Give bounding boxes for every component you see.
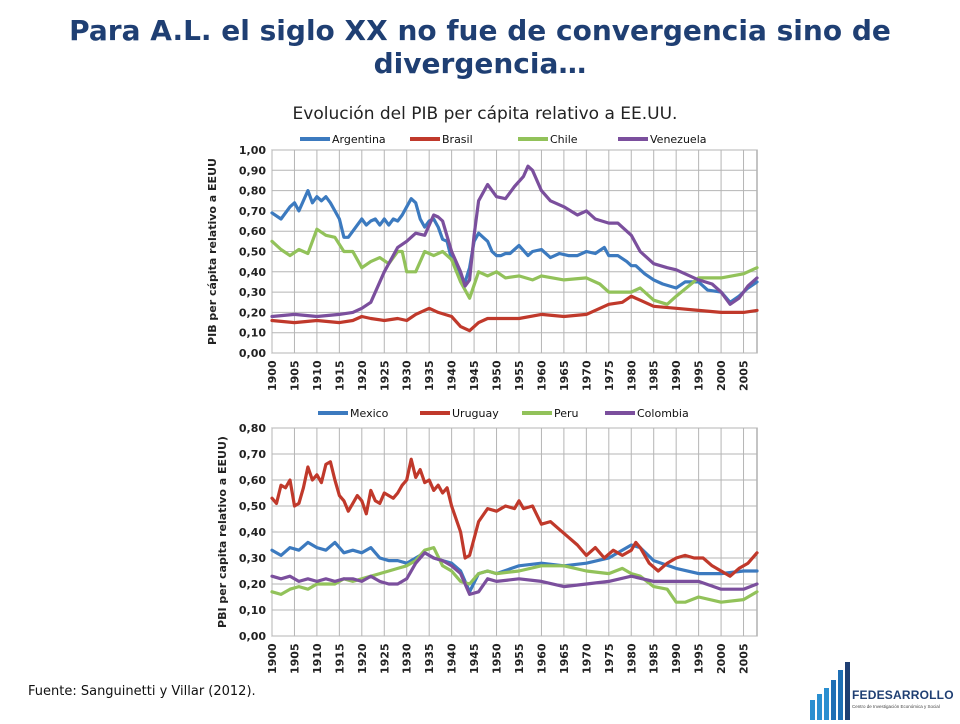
fedesarrollo-logo: FEDESARROLLO Centro de Investigación Eco… [808,660,960,720]
y-tick-label: 0,20 [239,306,266,319]
y-tick-label: 0,00 [239,630,266,643]
x-tick-label: 1910 [311,360,324,391]
x-tick-label: 1970 [580,360,593,391]
x-tick-label: 1955 [513,643,526,674]
y-tick-label: 0,20 [239,578,266,591]
x-tick-label: 1935 [423,643,436,674]
x-tick-label: 1920 [356,643,369,674]
legend-item-uruguay: Uruguay [420,407,499,420]
x-tick-label: 1940 [446,643,459,674]
legend-item-argentina: Argentina [300,133,386,146]
x-tick-label: 1935 [423,360,436,391]
x-tick-label: 1980 [625,643,638,674]
legend-item-chile: Chile [518,133,578,146]
series-line-peru [270,545,759,604]
series-line-venezuela [270,164,759,319]
x-tick-label: 2000 [715,360,728,391]
y-tick-label: 0,10 [239,327,266,340]
y-tick-label: 0,70 [239,448,266,461]
legend-label: Brasil [442,133,473,146]
x-tick-label: 1955 [513,360,526,391]
legend-item-venezuela: Venezuela [618,133,707,146]
x-tick-label: 1930 [401,360,414,391]
series-line-uruguay [270,457,759,578]
x-tick-label: 1990 [670,643,683,674]
logo-subtitle: Centro de Investigación Económica y Soci… [852,704,940,709]
x-tick-label: 1900 [266,643,279,674]
series-line-chile [270,227,759,306]
y-tick-label: 0,80 [239,422,266,435]
x-tick-label: 1965 [558,643,571,674]
legend-label: Venezuela [650,133,707,146]
y-tick-label: 0,60 [239,474,266,487]
logo-name: FEDESARROLLO [852,688,954,702]
x-tick-label: 2005 [738,360,751,391]
x-tick-label: 1905 [288,643,301,674]
slide-title: Para A.L. el siglo XX no fue de converge… [69,14,891,80]
legend-label: Chile [550,133,578,146]
x-tick-label: 1980 [625,360,638,391]
y-tick-label: 0,10 [239,604,266,617]
x-tick-label: 2000 [715,643,728,674]
x-tick-label: 1950 [491,360,504,391]
x-tick-label: 1945 [468,643,481,674]
y-tick-label: 0,40 [239,526,266,539]
y-tick-label: 0,30 [239,552,266,565]
x-tick-label: 1985 [648,643,661,674]
y-tick-label: 0,50 [239,500,266,513]
logo-bars-icon [810,662,850,720]
legend-item-mexico: Mexico [318,407,389,420]
x-tick-label: 1905 [288,360,301,391]
legend-item-peru: Peru [522,407,579,420]
series-line-brasil [270,294,759,333]
chart-title: Evolución del PIB per cápita relativo a … [292,104,678,124]
y-tick-label: 0,00 [239,347,266,360]
x-tick-label: 1975 [603,643,616,674]
legend-label: Peru [554,407,579,420]
legend-item-colombia: Colombia [605,407,689,420]
y-tick-label: 0,50 [239,246,266,259]
x-tick-label: 1995 [693,643,706,674]
x-tick-label: 1970 [580,643,593,674]
x-tick-label: 1960 [535,643,548,674]
legend-item-brasil: Brasil [410,133,473,146]
x-tick-label: 1990 [670,360,683,391]
legend-label: Argentina [332,133,386,146]
x-tick-label: 1915 [333,643,346,674]
y-tick-label: 0,90 [239,164,266,177]
y-tick-label: 0,80 [239,185,266,198]
y-tick-label: 0,70 [239,205,266,218]
y-tick-label: 1,00 [239,144,266,157]
x-tick-label: 1925 [378,643,391,674]
y-tick-label: 0,60 [239,225,266,238]
source-note: Fuente: Sanguinetti y Villar (2012). [28,684,256,699]
x-tick-label: 2005 [738,643,751,674]
y-tick-label: 0,30 [239,286,266,299]
x-tick-label: 1915 [333,360,346,391]
legend-label: Uruguay [452,407,499,420]
y-axis-label: PIB per cápita relativo a EEUU [206,158,219,345]
x-tick-label: 1910 [311,643,324,674]
x-tick-label: 1975 [603,360,616,391]
x-tick-label: 1925 [378,360,391,391]
x-tick-label: 1995 [693,360,706,391]
x-tick-label: 1940 [446,360,459,391]
x-tick-label: 1920 [356,360,369,391]
series-line-colombia [270,551,759,597]
x-tick-label: 1960 [535,360,548,391]
y-tick-label: 0,40 [239,266,266,279]
x-tick-label: 1900 [266,360,279,391]
legend-label: Mexico [350,407,389,420]
legend-label: Colombia [637,407,689,420]
x-tick-label: 1950 [491,643,504,674]
x-tick-label: 1965 [558,360,571,391]
x-tick-label: 1945 [468,360,481,391]
y-axis-label: PBI per capita relativo a EEUU) [216,436,229,628]
x-tick-label: 1985 [648,360,661,391]
x-tick-label: 1930 [401,643,414,674]
